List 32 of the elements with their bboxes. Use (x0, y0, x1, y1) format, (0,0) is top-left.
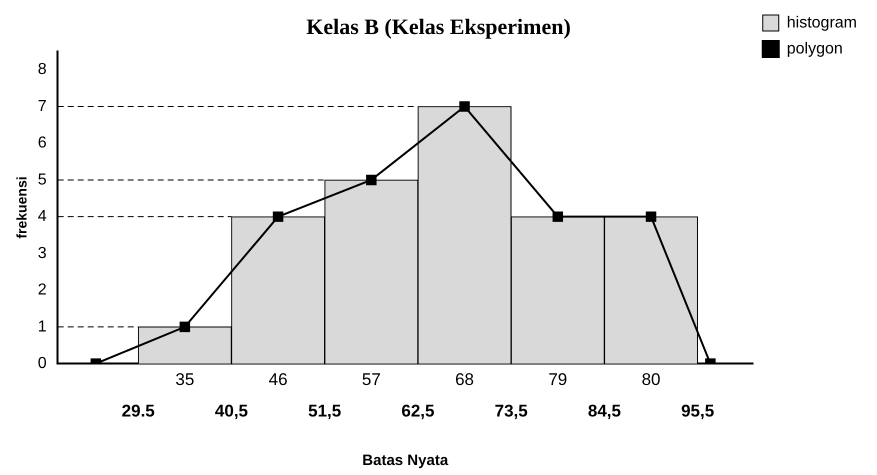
legend-label: histogram (786, 14, 857, 32)
y-tick-label: 4 (38, 208, 47, 226)
text: 68 (455, 370, 474, 389)
text: 57 (362, 370, 381, 389)
x-tick-label: 40,5 (214, 401, 248, 420)
x-tick-label: 84,5 (588, 401, 621, 420)
point (366, 174, 377, 186)
y-tick-label: 8 (38, 61, 47, 78)
text: 35 (175, 370, 194, 389)
y-tick-label: 3 (38, 244, 47, 262)
text: 46 (268, 370, 288, 389)
y-tick-label: 0 (38, 355, 47, 372)
y-tick-label: 7 (38, 98, 47, 115)
legend-label: polygon (786, 40, 843, 58)
text: 80 (642, 370, 660, 389)
point (459, 101, 470, 112)
x-tick-label: 62,5 (401, 401, 434, 420)
y-tick-label: 1 (38, 318, 47, 336)
x-tick-label: 51,5 (308, 401, 342, 420)
x-tick-label: 29.5 (122, 401, 155, 420)
y-tick-label: 2 (38, 282, 47, 299)
y-tick-label: 6 (38, 134, 47, 152)
point (646, 211, 656, 222)
chart-title: Kelas B (Kelas Eksperimen) (306, 14, 571, 39)
point (272, 211, 284, 222)
y-tick-label: 5 (38, 171, 47, 188)
y-axis-title: frekuensi (13, 176, 30, 239)
x-tick-label: 95,5 (681, 401, 714, 420)
x-tick-label: 73,5 (494, 401, 528, 420)
text: 79 (548, 370, 568, 389)
x-axis-title: Batas Nyata (362, 452, 449, 470)
point (552, 211, 564, 222)
